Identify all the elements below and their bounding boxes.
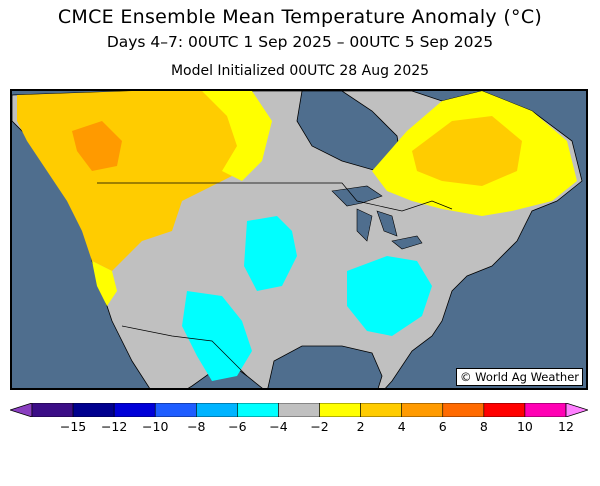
legend-swatch — [483, 403, 526, 417]
legend-tick-label: 10 — [516, 419, 533, 434]
model-init-time: Model Initialized 00UTC 28 Aug 2025 — [170, 63, 430, 79]
us-canada-border — [97, 182, 453, 212]
legend-tick-label: 8 — [479, 419, 488, 434]
legend-swatch — [113, 403, 156, 417]
us-mexico-border — [121, 325, 248, 377]
warm-core-east — [412, 116, 522, 186]
copyright-credit: © World Ag Weather — [455, 368, 583, 386]
map-graphic — [12, 91, 586, 388]
legend-swatch — [72, 403, 115, 417]
legend-tick-label: 6 — [438, 419, 447, 434]
legend-swatch — [154, 403, 197, 417]
color-legend-bar — [10, 403, 588, 417]
legend-tick-label: 2 — [356, 419, 365, 434]
legend-arrow-high — [565, 403, 588, 417]
legend-tick-label: −12 — [100, 419, 128, 434]
anomaly-map: © World Ag Weather — [10, 89, 588, 390]
legend-tick-label: −8 — [187, 419, 206, 434]
legend-swatch — [360, 403, 402, 417]
map-title: CMCE Ensemble Mean Temperature Anomaly (… — [57, 6, 543, 28]
warm-fringe-west — [92, 91, 272, 306]
hot-core-west — [72, 121, 122, 171]
legend-swatch — [31, 403, 74, 417]
legend-tick-label: −2 — [310, 419, 329, 434]
legend-swatch — [442, 403, 485, 417]
legend-arrow-low — [10, 403, 33, 417]
legend-tick-label: 4 — [397, 419, 406, 434]
forecast-period: Days 4–7: 00UTC 1 Sep 2025 – 00UTC 5 Sep… — [106, 33, 494, 51]
cool-anomaly-plains — [244, 216, 297, 291]
great-lakes — [331, 185, 423, 250]
legend-tick-label: −4 — [269, 419, 288, 434]
legend-swatch — [237, 403, 279, 417]
legend-tick-label: 12 — [558, 419, 574, 434]
legend-swatch — [401, 403, 444, 417]
legend-tick-label: −15 — [59, 419, 87, 434]
legend-tick-label: −10 — [142, 419, 169, 434]
legend-swatch — [524, 403, 567, 417]
cool-anomaly-southeast — [347, 256, 432, 336]
legend-swatch — [196, 403, 238, 417]
gulf-of-mexico — [267, 345, 383, 388]
legend-tick-label: −6 — [228, 419, 247, 434]
legend-swatch — [319, 403, 361, 417]
cool-anomaly-mexico — [182, 291, 252, 381]
legend-swatch — [278, 403, 320, 417]
